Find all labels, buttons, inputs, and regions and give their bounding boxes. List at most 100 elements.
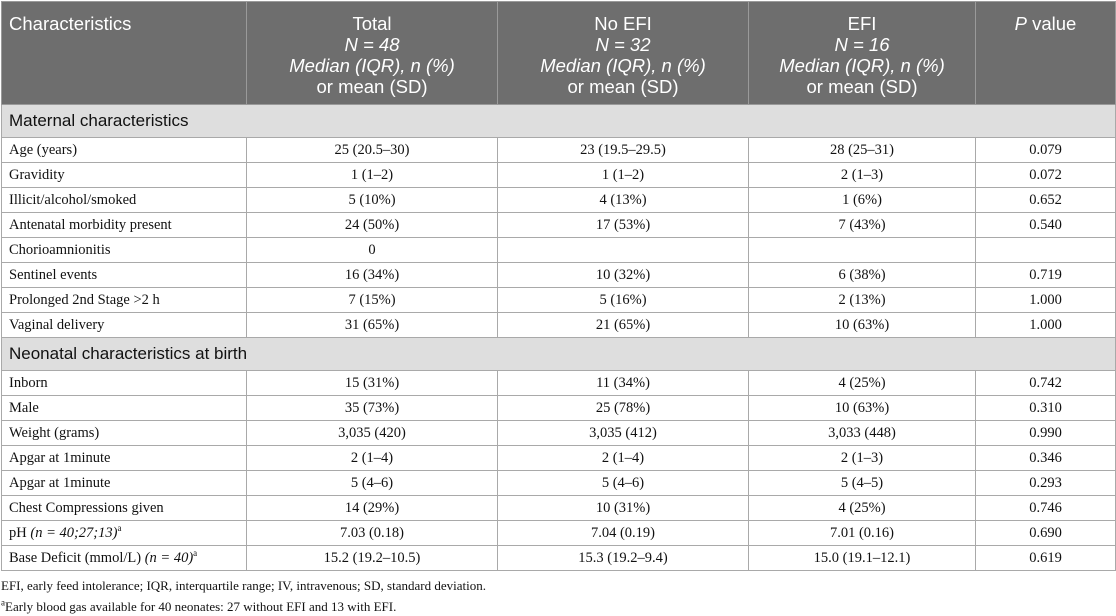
footnote-a: aEarly blood gas available for 40 neonat… <box>1 597 397 614</box>
cell-efi: 7 (43%) <box>748 212 976 238</box>
cell-p-value: 1.000 <box>975 287 1116 313</box>
table-row: Weight (grams) 3,035 (420) 3,035 (412) 3,03… <box>1 420 1116 446</box>
table-row: Gravidity 1 (1–2) 1 (1–2) 2 (1–3) 0.072 <box>1 162 1116 188</box>
cell-no-efi: 1 (1–2) <box>497 162 749 188</box>
row-label: pH (n = 40;27;13)a <box>1 520 247 546</box>
cell-p-value: 0.652 <box>975 187 1116 213</box>
cell-no-efi: 3,035 (412) <box>497 420 749 446</box>
cell-total: 7 (15%) <box>246 287 498 313</box>
table-row: Inborn 15 (31%) 11 (34%) 4 (25%) 0.742 <box>1 370 1116 396</box>
cell-efi: 7.01 (0.16) <box>748 520 976 546</box>
table-row: Apgar at 1minute 2 (1–4) 2 (1–4) 2 (1–3) 0.3… <box>1 445 1116 471</box>
row-label: Chest Compressions given <box>1 495 247 521</box>
cell-p-value: 0.742 <box>975 370 1116 396</box>
row-label: Base Deficit (mmol/L) (n = 40)a <box>1 545 247 571</box>
cell-efi <box>748 237 976 263</box>
cell-no-efi: 5 (16%) <box>497 287 749 313</box>
cell-p-value: 0.293 <box>975 470 1116 496</box>
cell-total: 5 (10%) <box>246 187 498 213</box>
header-total: Total N = 48 Median (IQR), n (%) or mean… <box>246 1 498 105</box>
table-footnotes: EFI, early feed intolerance; IQR, interq… <box>1 575 486 616</box>
table-row: Male 35 (73%) 25 (78%) 10 (63%) 0.310 <box>1 395 1116 421</box>
cell-total: 24 (50%) <box>246 212 498 238</box>
cell-total: 14 (29%) <box>246 495 498 521</box>
table-row: Vaginal delivery 31 (65%) 21 (65%) 10 (63%)… <box>1 312 1116 338</box>
cell-p-value: 0.540 <box>975 212 1116 238</box>
cell-no-efi: 10 (32%) <box>497 262 749 288</box>
cell-efi: 4 (25%) <box>748 495 976 521</box>
cell-no-efi: 7.04 (0.19) <box>497 520 749 546</box>
header-no-efi: No EFI N = 32 Median (IQR), n (%) or mea… <box>497 1 749 105</box>
header-total-stat2: or mean (SD) <box>316 76 428 97</box>
cell-efi: 28 (25–31) <box>748 137 976 163</box>
cell-total: 3,035 (420) <box>246 420 498 446</box>
cell-no-efi: 23 (19.5–29.5) <box>497 137 749 163</box>
cell-no-efi: 21 (65%) <box>497 312 749 338</box>
section-maternal-label: Maternal characteristics <box>1 104 1116 138</box>
row-label: Gravidity <box>1 162 247 188</box>
table-row: Apgar at 1minute 5 (4–6) 5 (4–6) 5 (4–5) 0.2… <box>1 470 1116 496</box>
row-label: Sentinel events <box>1 262 247 288</box>
header-efi-stat: Median (IQR), n (%) <box>779 55 945 76</box>
cell-p-value: 0.310 <box>975 395 1116 421</box>
row-label: Vaginal delivery <box>1 312 247 338</box>
section-maternal: Maternal characteristics <box>1 104 1116 138</box>
cell-p-value: 0.079 <box>975 137 1116 163</box>
row-label: Apgar at 1minute <box>1 445 247 471</box>
header-efi-stat2: or mean (SD) <box>806 76 918 97</box>
cell-efi: 2 (13%) <box>748 287 976 313</box>
cell-total: 7.03 (0.18) <box>246 520 498 546</box>
cell-no-efi: 15.3 (19.2–9.4) <box>497 545 749 571</box>
header-total-stat: Median (IQR), n (%) <box>289 55 455 76</box>
row-label: Illicit/alcohol/smoked <box>1 187 247 213</box>
cell-total: 15.2 (19.2–10.5) <box>246 545 498 571</box>
characteristics-table: Characteristics Total N = 48 Median (IQR… <box>1 1 1116 571</box>
cell-no-efi: 25 (78%) <box>497 395 749 421</box>
row-label: Male <box>1 395 247 421</box>
row-label: Antenatal morbidity present <box>1 212 247 238</box>
cell-p-value: 0.346 <box>975 445 1116 471</box>
section-neonatal-label: Neonatal characteristics at birth <box>1 337 1116 371</box>
cell-p-value: 0.719 <box>975 262 1116 288</box>
header-total-n: N = 48 <box>344 34 400 55</box>
cell-p-value: 0.990 <box>975 420 1116 446</box>
cell-p-value <box>975 237 1116 263</box>
cell-p-value: 0.690 <box>975 520 1116 546</box>
table-row: pH (n = 40;27;13)a 7.03 (0.18) 7.04 (0.19)… <box>1 520 1116 546</box>
header-no-efi-stat: Median (IQR), n (%) <box>540 55 706 76</box>
cell-efi: 2 (1–3) <box>748 162 976 188</box>
cell-total: 5 (4–6) <box>246 470 498 496</box>
cell-efi: 4 (25%) <box>748 370 976 396</box>
header-row: Characteristics Total N = 48 Median (IQR… <box>1 1 1116 105</box>
table-row: Sentinel events 16 (34%) 10 (32%) 6 (38%) 0.… <box>1 262 1116 288</box>
cell-no-efi <box>497 237 749 263</box>
cell-efi: 3,033 (448) <box>748 420 976 446</box>
table-row: Antenatal morbidity present 24 (50%) 17 (5… <box>1 212 1116 238</box>
header-p-value: P value <box>975 1 1116 105</box>
table-row: Chest Compressions given 14 (29%) 10 (31%)… <box>1 495 1116 521</box>
cell-no-efi: 5 (4–6) <box>497 470 749 496</box>
cell-p-value: 1.000 <box>975 312 1116 338</box>
cell-total: 15 (31%) <box>246 370 498 396</box>
row-label: Prolonged 2nd Stage >2 h <box>1 287 247 313</box>
row-label: Chorioamnionitis <box>1 237 247 263</box>
table-row: Chorioamnionitis 0 <box>1 237 1116 263</box>
header-no-efi-n: N = 32 <box>595 34 651 55</box>
cell-no-efi: 17 (53%) <box>497 212 749 238</box>
header-efi-title: EFI <box>847 13 877 34</box>
cell-total: 16 (34%) <box>246 262 498 288</box>
cell-total: 1 (1–2) <box>246 162 498 188</box>
header-characteristics: Characteristics <box>1 1 247 105</box>
row-label: Weight (grams) <box>1 420 247 446</box>
cell-efi: 10 (63%) <box>748 312 976 338</box>
cell-efi: 15.0 (19.1–12.1) <box>748 545 976 571</box>
header-total-title: Total <box>352 13 392 34</box>
row-label: Apgar at 1minute <box>1 470 247 496</box>
cell-no-efi: 2 (1–4) <box>497 445 749 471</box>
cell-total: 35 (73%) <box>246 395 498 421</box>
header-no-efi-title: No EFI <box>594 13 652 34</box>
table-row: Base Deficit (mmol/L) (n = 40)a 15.2 (19.… <box>1 545 1116 571</box>
row-label: Inborn <box>1 370 247 396</box>
cell-no-efi: 10 (31%) <box>497 495 749 521</box>
cell-total: 2 (1–4) <box>246 445 498 471</box>
